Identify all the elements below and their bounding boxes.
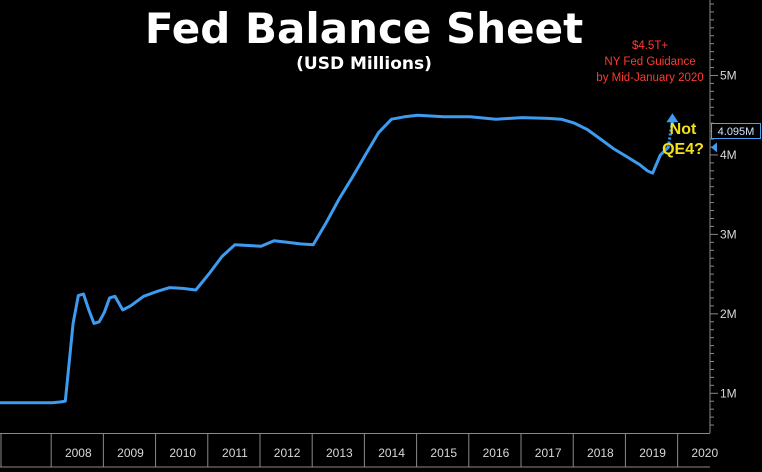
x-axis-ticks: 2008 2009 2010 2011 2012 2013 2014 2015 2016 2017… xyxy=(0,433,718,467)
x-tick-label: 2018 xyxy=(587,446,614,460)
x-tick-label: 2015 xyxy=(430,446,457,460)
y-tick-label: 4M xyxy=(720,148,737,162)
chart-subtitle: (USD Millions) xyxy=(296,54,432,74)
series-line xyxy=(0,113,670,405)
x-tick-label: 2010 xyxy=(169,446,196,460)
projection-arrowhead xyxy=(666,113,679,123)
callout-line-2: QE4? xyxy=(662,141,704,158)
x-tick-label: 2011 xyxy=(222,446,248,460)
axes xyxy=(0,0,718,468)
last-value-pointer xyxy=(711,142,717,153)
guidance-line-2: NY Fed Guidance xyxy=(604,56,696,68)
guidance-annotation: $4.5T+ NY Fed Guidance by Mid-January 20… xyxy=(575,38,725,86)
guidance-line-1: $4.5T+ xyxy=(631,40,669,52)
series-group xyxy=(0,113,717,405)
x-tick-label: 2013 xyxy=(326,446,353,460)
y-tick-label: 2M xyxy=(720,307,737,321)
chart-title: Fed Balance Sheet xyxy=(144,4,584,53)
y-tick-label: 5M xyxy=(720,68,737,82)
y-tick-label: 1M xyxy=(720,386,737,400)
x-tick-label: 2014 xyxy=(378,446,405,460)
x-tick-label: 2020 xyxy=(691,446,718,460)
y-axis-ticks: 1M 2M 3M 4M 5M xyxy=(720,68,737,400)
last-value-badge: 4.095M xyxy=(711,123,761,139)
x-tick-label: 2012 xyxy=(274,446,301,460)
guidance-line-3: by Mid-January 2020 xyxy=(596,72,704,84)
x-tick-label: 2019 xyxy=(639,446,666,460)
qe4-callout: Not QE4? xyxy=(655,120,711,160)
projection-line xyxy=(666,120,674,148)
x-tick-label: 2017 xyxy=(535,446,562,460)
y-tick-label: 3M xyxy=(720,227,737,241)
x-tick-label: 2016 xyxy=(483,446,510,460)
x-tick-label: 2008 xyxy=(65,446,92,460)
callout-line-1: Not xyxy=(669,121,697,138)
x-tick-label: 2009 xyxy=(117,446,144,460)
